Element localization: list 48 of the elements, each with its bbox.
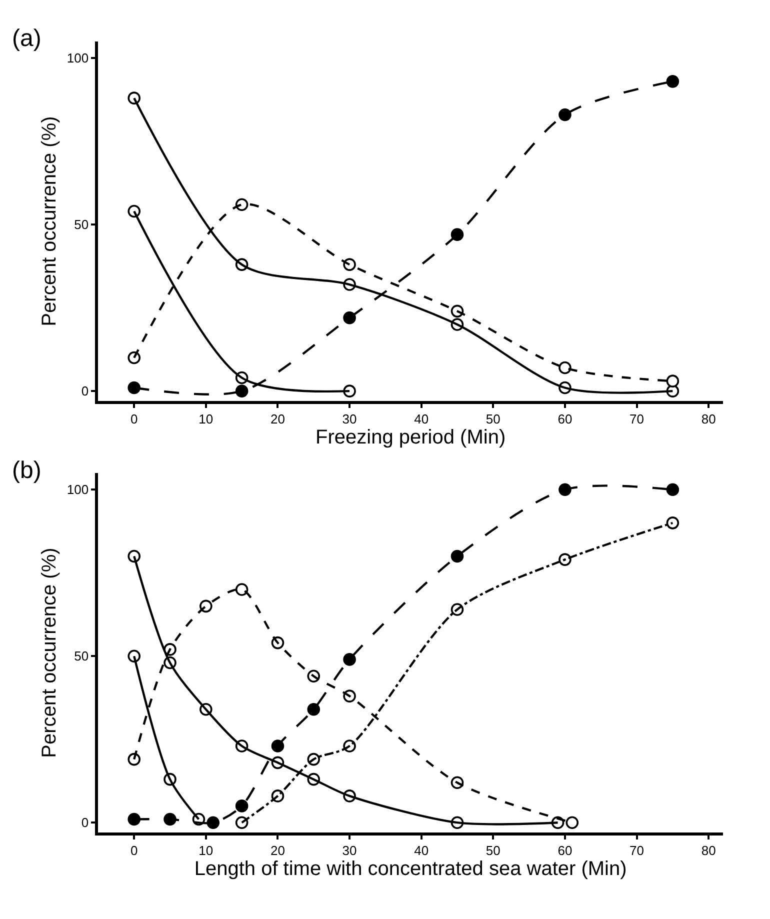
x-tick-label: 10 [198,412,214,427]
y-tick-label: 100 [66,50,89,66]
y-tick-label: 50 [74,648,89,664]
x-tick-label: 80 [701,412,716,427]
point [566,816,579,829]
point [666,374,680,388]
x-tick-label: 60 [558,843,572,858]
y-tick-label: 50 [74,217,89,232]
y-axis-title: Percent occurrence (%) [38,116,60,326]
x-tick-label: 70 [630,412,644,427]
y-tick-label: 100 [66,482,89,498]
x-axis-title: Length of time with concentrated sea water (Min) [194,858,627,880]
point [235,800,248,812]
point [450,550,464,563]
point [307,702,320,716]
point [450,228,464,241]
x-tick-label: 30 [342,843,357,858]
point [206,816,220,829]
x-tick-label: 20 [270,412,285,427]
x-tick-label: 0 [130,412,138,427]
point [558,108,572,122]
point [666,483,680,496]
x-tick-label: 10 [198,843,214,858]
text: (a) [12,25,42,52]
x-tick-label: 40 [414,412,429,427]
x-tick-label: 60 [558,412,572,427]
point [666,75,680,88]
text: (b) [12,457,42,484]
x-tick-label: 50 [486,412,500,427]
x-tick-label: 80 [701,843,716,858]
point [343,311,356,324]
point [235,583,248,596]
x-tick-label: 50 [486,843,500,858]
x-tick-label: 20 [270,843,285,858]
point [558,361,572,374]
point [200,600,212,613]
y-axis-title: Percent occurrence (%) [38,548,60,758]
point [666,516,680,530]
y-tick-label: 0 [81,384,89,399]
x-tick-label: 40 [414,843,429,858]
y-tick-label: 0 [81,815,89,830]
point [235,384,248,398]
point [128,381,141,394]
x-tick-label: 30 [342,412,357,427]
x-tick-label: 0 [130,843,138,858]
x-axis-title: Freezing period (Min) [316,426,506,449]
x-tick-label: 70 [630,843,644,858]
point [343,653,356,666]
